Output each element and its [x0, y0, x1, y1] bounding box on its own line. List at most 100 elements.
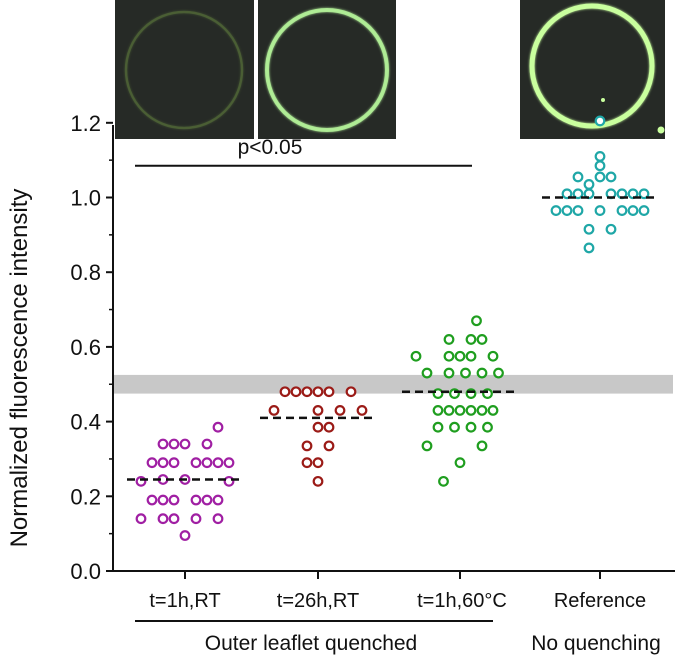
inset-image-1	[258, 0, 396, 139]
data-point	[594, 205, 606, 216]
data-point	[323, 421, 335, 433]
data-point	[301, 440, 313, 452]
data-point	[312, 457, 324, 469]
y-tick-label: 1.2	[70, 111, 101, 136]
data-point	[179, 530, 191, 541]
data-point	[561, 205, 573, 216]
data-point	[212, 457, 224, 469]
data-point	[583, 242, 595, 254]
data-point	[594, 171, 606, 183]
data-point	[465, 421, 477, 433]
data-point	[146, 457, 158, 469]
data-point	[157, 513, 169, 525]
data-point	[201, 494, 213, 506]
data-point	[616, 205, 628, 216]
y-tick-label: 0.0	[70, 559, 101, 584]
data-point	[476, 334, 488, 345]
data-point	[190, 513, 202, 525]
data-point	[190, 457, 202, 469]
data-point	[301, 457, 313, 469]
data-point	[438, 475, 449, 487]
data-point	[443, 404, 455, 416]
data-point	[572, 205, 584, 216]
data-point	[212, 421, 224, 433]
data-point	[279, 386, 291, 398]
data-point	[487, 404, 499, 416]
mean-lines	[127, 196, 658, 481]
data-point	[583, 179, 595, 190]
data-point	[179, 438, 191, 450]
data-point	[312, 421, 324, 433]
data-point	[550, 205, 562, 216]
data-point	[638, 205, 650, 216]
data-point	[594, 160, 606, 172]
data-point	[443, 367, 455, 379]
data-point	[168, 457, 180, 469]
data-point	[465, 404, 477, 416]
data-point	[201, 457, 213, 469]
data-point	[432, 404, 444, 416]
data-point	[290, 386, 302, 398]
data-point	[465, 334, 477, 345]
data-point	[476, 440, 488, 452]
data-point	[493, 367, 504, 379]
inset-image-2	[520, 0, 665, 139]
y-tick-label: 0.2	[70, 484, 101, 509]
data-point	[323, 386, 335, 398]
data-point	[454, 404, 466, 416]
data-point	[312, 386, 324, 398]
data-point	[572, 188, 584, 200]
data-point	[212, 513, 224, 525]
data-point	[356, 404, 368, 416]
data-point	[443, 334, 455, 345]
data-point	[460, 367, 471, 379]
data-point	[471, 315, 482, 327]
y-tick-label: 0.6	[70, 335, 101, 360]
data-point	[301, 386, 313, 398]
x-ticks	[184, 571, 601, 579]
data-point	[432, 421, 444, 433]
data-point	[168, 438, 180, 450]
data-point	[268, 404, 280, 416]
data-point	[212, 494, 224, 506]
data-point	[334, 404, 346, 416]
data-point	[345, 386, 357, 398]
data-point	[157, 457, 169, 469]
inset-image-0	[115, 0, 254, 139]
group-label-quenched: Outer leaflet quenched	[205, 632, 417, 655]
data-point	[594, 151, 606, 162]
data-point	[135, 513, 147, 525]
data-point	[638, 188, 650, 200]
data-point	[421, 440, 433, 452]
data-point	[168, 513, 180, 525]
significance-label: p<0.05	[238, 136, 303, 159]
data-point	[476, 404, 488, 416]
data-point	[482, 421, 493, 433]
y-axis-title: Normalized fluorescence intensity	[6, 189, 33, 548]
category-label-2: t=1h,60°C	[417, 590, 507, 612]
data-point	[168, 494, 180, 506]
data-point	[323, 440, 335, 452]
data-point	[561, 188, 573, 200]
data-point	[449, 421, 460, 433]
data-point	[594, 115, 606, 127]
data-point	[476, 367, 488, 379]
category-label-3: Reference	[554, 590, 646, 612]
data-point	[223, 457, 235, 469]
reference-band	[113, 374, 673, 394]
y-tick-label: 1.0	[70, 186, 101, 211]
group-label-reference: No quenching	[531, 632, 661, 655]
data-point	[572, 171, 584, 183]
data-points	[135, 115, 650, 541]
data-point	[410, 350, 422, 362]
category-label-1: t=26h,RT	[277, 590, 359, 612]
data-point	[201, 438, 213, 450]
data-point	[190, 494, 202, 506]
data-point	[157, 438, 169, 450]
y-ticks: 0.0 0.2 0.4 0.6 0.8 1.0 1.2	[70, 111, 113, 584]
data-point	[454, 350, 466, 362]
y-tick-label: 0.8	[70, 260, 101, 285]
data-point	[583, 223, 595, 235]
data-point	[487, 350, 499, 362]
